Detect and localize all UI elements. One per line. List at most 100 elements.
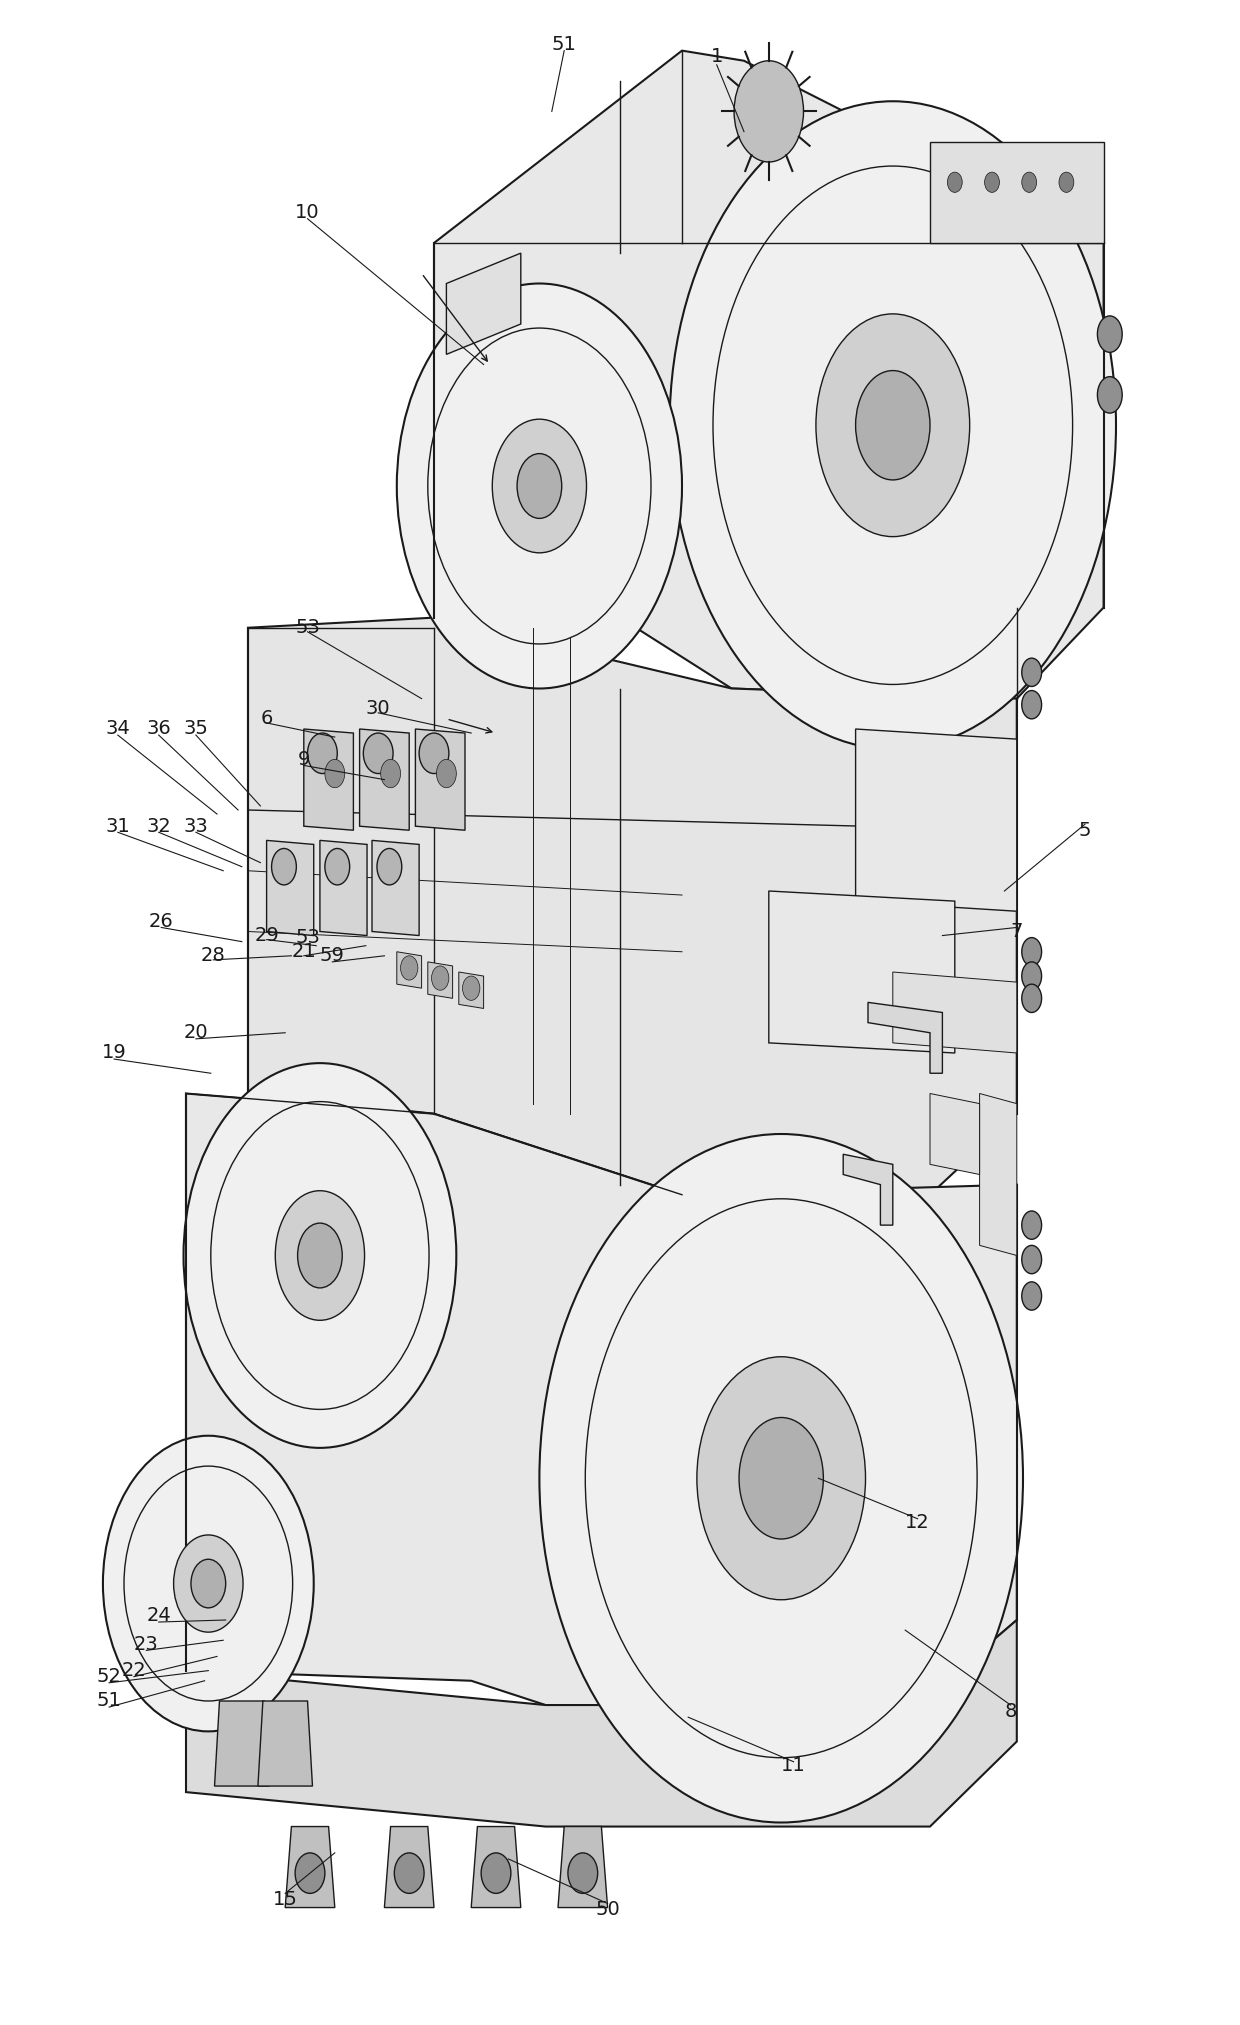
Polygon shape bbox=[397, 952, 422, 988]
Ellipse shape bbox=[856, 371, 930, 480]
Ellipse shape bbox=[463, 976, 480, 1000]
Polygon shape bbox=[843, 1154, 893, 1225]
Ellipse shape bbox=[481, 1853, 511, 1893]
Polygon shape bbox=[285, 1827, 335, 1908]
Ellipse shape bbox=[517, 454, 562, 518]
Ellipse shape bbox=[1022, 658, 1042, 686]
Ellipse shape bbox=[184, 1063, 456, 1448]
Ellipse shape bbox=[295, 1853, 325, 1893]
Text: 32: 32 bbox=[146, 816, 171, 836]
Polygon shape bbox=[360, 729, 409, 830]
Polygon shape bbox=[186, 1620, 1017, 1827]
Ellipse shape bbox=[363, 733, 393, 774]
Ellipse shape bbox=[568, 1853, 598, 1893]
Polygon shape bbox=[446, 253, 521, 354]
Text: 36: 36 bbox=[146, 719, 171, 739]
Ellipse shape bbox=[432, 966, 449, 990]
Text: 9: 9 bbox=[298, 749, 310, 770]
Ellipse shape bbox=[816, 314, 970, 537]
Text: 1: 1 bbox=[711, 47, 723, 67]
Text: 29: 29 bbox=[254, 925, 279, 946]
Polygon shape bbox=[248, 618, 1017, 1195]
Ellipse shape bbox=[947, 172, 962, 192]
Text: 59: 59 bbox=[320, 946, 345, 966]
Text: 24: 24 bbox=[146, 1606, 171, 1626]
Text: 52: 52 bbox=[97, 1667, 122, 1687]
Text: 53: 53 bbox=[295, 927, 320, 948]
Ellipse shape bbox=[275, 1191, 365, 1320]
Polygon shape bbox=[930, 142, 1104, 243]
Ellipse shape bbox=[394, 1853, 424, 1893]
Ellipse shape bbox=[397, 284, 682, 688]
Ellipse shape bbox=[401, 956, 418, 980]
Text: 7: 7 bbox=[1011, 921, 1023, 942]
Polygon shape bbox=[415, 729, 465, 830]
Text: 20: 20 bbox=[184, 1023, 208, 1043]
Text: 12: 12 bbox=[905, 1513, 930, 1533]
Ellipse shape bbox=[272, 848, 296, 885]
Text: 5: 5 bbox=[1079, 820, 1091, 840]
Text: 6: 6 bbox=[260, 709, 273, 729]
Text: 21: 21 bbox=[291, 942, 316, 962]
Ellipse shape bbox=[325, 848, 350, 885]
Polygon shape bbox=[320, 840, 367, 936]
Ellipse shape bbox=[1022, 1282, 1042, 1310]
Ellipse shape bbox=[734, 61, 804, 162]
Text: 50: 50 bbox=[595, 1899, 620, 1920]
Ellipse shape bbox=[325, 759, 345, 788]
Text: 53: 53 bbox=[295, 618, 320, 638]
Text: 31: 31 bbox=[105, 816, 130, 836]
Ellipse shape bbox=[381, 759, 401, 788]
Ellipse shape bbox=[419, 733, 449, 774]
Ellipse shape bbox=[1022, 984, 1042, 1012]
Ellipse shape bbox=[308, 733, 337, 774]
Text: 10: 10 bbox=[295, 202, 320, 223]
Ellipse shape bbox=[377, 848, 402, 885]
Ellipse shape bbox=[670, 101, 1116, 749]
Polygon shape bbox=[868, 1002, 942, 1073]
Polygon shape bbox=[384, 1827, 434, 1908]
Text: 34: 34 bbox=[105, 719, 130, 739]
Ellipse shape bbox=[1097, 316, 1122, 352]
Ellipse shape bbox=[1022, 1211, 1042, 1239]
Polygon shape bbox=[304, 729, 353, 830]
Ellipse shape bbox=[298, 1223, 342, 1288]
Ellipse shape bbox=[539, 1134, 1023, 1822]
Ellipse shape bbox=[1022, 172, 1037, 192]
Polygon shape bbox=[267, 840, 314, 936]
Text: 30: 30 bbox=[366, 699, 391, 719]
Polygon shape bbox=[186, 1094, 1017, 1705]
Text: 23: 23 bbox=[134, 1634, 159, 1654]
Ellipse shape bbox=[1097, 377, 1122, 413]
Text: 51: 51 bbox=[552, 34, 577, 55]
Ellipse shape bbox=[103, 1436, 314, 1731]
Polygon shape bbox=[258, 1701, 312, 1786]
Polygon shape bbox=[930, 1094, 980, 1174]
Polygon shape bbox=[428, 962, 453, 998]
Text: 33: 33 bbox=[184, 816, 208, 836]
Ellipse shape bbox=[174, 1535, 243, 1632]
Ellipse shape bbox=[1022, 938, 1042, 966]
Ellipse shape bbox=[697, 1357, 866, 1600]
Ellipse shape bbox=[1022, 962, 1042, 990]
Ellipse shape bbox=[492, 419, 587, 553]
Text: 11: 11 bbox=[781, 1756, 806, 1776]
Ellipse shape bbox=[191, 1559, 226, 1608]
Ellipse shape bbox=[1022, 1245, 1042, 1274]
Text: 35: 35 bbox=[184, 719, 208, 739]
Polygon shape bbox=[372, 840, 419, 936]
Text: 8: 8 bbox=[1004, 1701, 1017, 1721]
Text: 26: 26 bbox=[149, 911, 174, 932]
Polygon shape bbox=[434, 51, 1104, 699]
Text: 22: 22 bbox=[122, 1660, 146, 1681]
Polygon shape bbox=[459, 972, 484, 1008]
Ellipse shape bbox=[1059, 172, 1074, 192]
Polygon shape bbox=[893, 972, 1017, 1053]
Text: 15: 15 bbox=[273, 1889, 298, 1910]
Polygon shape bbox=[980, 1094, 1017, 1256]
Text: 19: 19 bbox=[102, 1043, 126, 1063]
Polygon shape bbox=[558, 1827, 608, 1908]
Polygon shape bbox=[856, 729, 1017, 911]
Polygon shape bbox=[215, 1701, 269, 1786]
Text: 28: 28 bbox=[201, 946, 226, 966]
